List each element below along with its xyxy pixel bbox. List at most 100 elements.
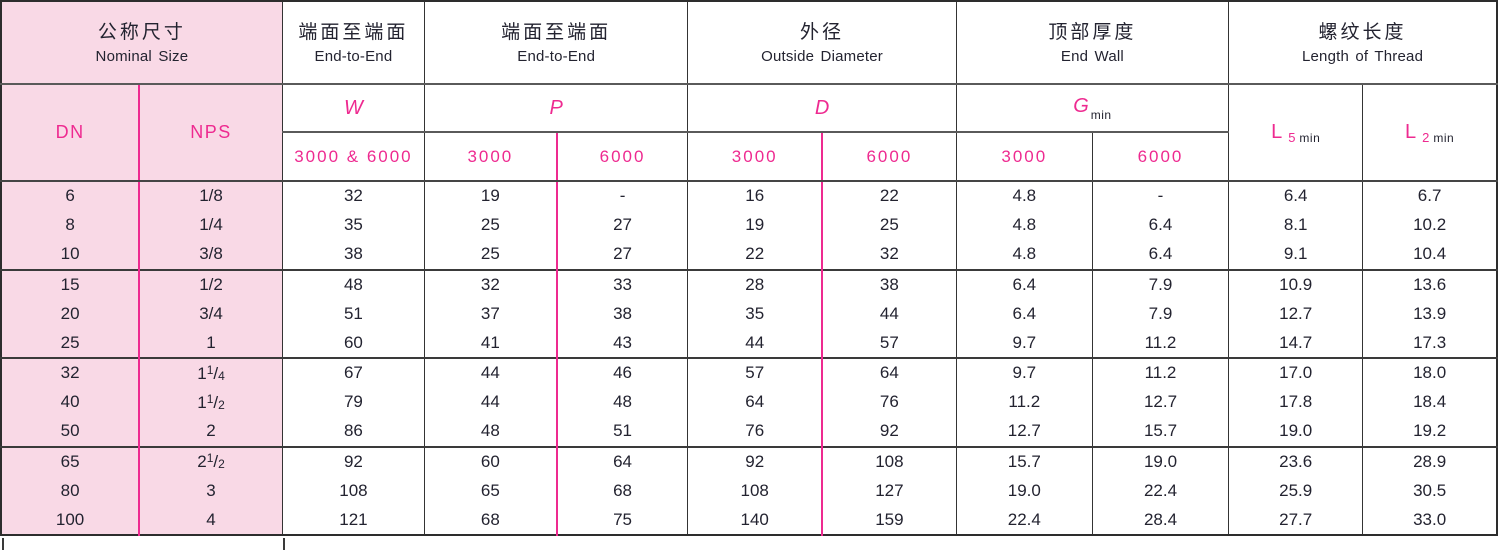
cell-p6000: 75: [555, 505, 689, 535]
cell-dn: 10: [0, 240, 141, 270]
cell-dn: 65: [0, 445, 141, 476]
cell-d3000: 76: [687, 417, 824, 447]
cell-d3000: 57: [687, 357, 824, 388]
header-end-to-end-p: 端面至端面 End-to-End: [424, 1, 689, 85]
cell-p3000: 65: [424, 476, 558, 506]
table-row: 65 21/2 92 60 64 92 108 15.7 19.0 23.6 28.9: [0, 445, 1498, 476]
cell-dn: 6: [0, 181, 141, 211]
cell-nps: 21/2: [138, 445, 283, 476]
cell-p3000: 44: [424, 357, 558, 388]
table-row: 6 1/8 32 19-16 22 4.8-6.4 6.7: [0, 181, 1498, 211]
cell-p3000: 25: [424, 210, 558, 240]
cell-p6000: 43: [555, 328, 689, 358]
cell-l5: 8.1: [1228, 210, 1364, 240]
cell-w: 67: [281, 357, 426, 388]
table-row: 20 3/4 51 37 38 35 44 6.4 7.9 12.7 13.9: [0, 299, 1498, 329]
cell-nps: 2: [138, 417, 283, 447]
column-header-p: P: [424, 84, 689, 133]
cell-p6000: 27: [555, 210, 689, 240]
cell-p6000: 64: [555, 445, 689, 476]
cell-l2: 18.4: [1362, 387, 1498, 417]
cell-p3000: 37: [424, 299, 558, 329]
cell-l5: 17.0: [1228, 357, 1364, 388]
header-group-row: 公称尺寸 Nominal Size 端面至端面 End-to-End 端面至端面…: [0, 1, 1498, 85]
header-outside-diameter: 外径 Outside Diameter: [687, 1, 957, 85]
cell-p6000: 27: [555, 240, 689, 270]
header-class-row: 3000 & 6000 3000 6000 3000 6000 3000 600…: [1, 132, 1497, 182]
cell-g6000: 7.9: [1091, 268, 1230, 299]
cell-g3000: 15.7: [955, 445, 1093, 476]
cell-g3000: 12.7: [955, 417, 1093, 447]
cell-w: 51: [281, 299, 426, 329]
cell-w: 92: [281, 445, 426, 476]
class-header-d6000: 6000: [821, 132, 957, 182]
cell-l5: 19.0: [1228, 417, 1364, 447]
cell-p6000: 48: [555, 387, 689, 417]
cell-l5: 12.7: [1228, 299, 1364, 329]
cell-w: 121: [281, 505, 426, 535]
header-outside-diameter-en: Outside Diameter: [761, 47, 883, 65]
cell-g6000: 7.9: [1091, 299, 1230, 329]
header-outside-diameter-zh: 外径: [800, 22, 845, 44]
cell-p3000: 60: [424, 445, 558, 476]
cell-l2: 19.2: [1362, 417, 1498, 447]
table-row: 32 11/4 67 44 46 57 64 9.7 11.2 17.0 18.0: [0, 357, 1498, 388]
cell-w: 79: [281, 387, 426, 417]
class-header-p3000: 3000: [424, 132, 558, 182]
header-nominal-size: 公称尺寸 Nominal Size: [0, 1, 283, 85]
header-length-of-thread-zh: 螺纹长度: [1318, 22, 1407, 44]
header-end-to-end-p-en: End-to-End: [517, 47, 596, 65]
cell-d6000: 25: [821, 210, 957, 240]
table-row: 15 1/2 48 32 33 28 38 6.4 7.9 10.9 13.6: [0, 268, 1498, 299]
cell-nps: 1/2: [138, 268, 283, 299]
cell-l2: 10.2: [1362, 210, 1498, 240]
cell-d6000: 92: [821, 417, 957, 447]
table-continuation-column-border: [283, 538, 285, 550]
header-nominal-size-en: Nominal Size: [95, 47, 189, 65]
cell-dn: 15: [0, 268, 141, 299]
cell-d3000: 44: [687, 328, 824, 358]
table-row: 8 1/4 35 25 27 19 25 4.8 6.4 8.1 10.2: [0, 210, 1498, 240]
cell-l5: 14.7: [1228, 328, 1364, 358]
header-end-wall-zh: 顶部厚度: [1048, 22, 1137, 44]
cell-d3000: 19: [687, 210, 824, 240]
cell-g3000: 9.7: [955, 357, 1093, 388]
cell-nps: 11/2: [138, 387, 283, 417]
table-row: 40 11/2 79 44 48 64 76 11.2 12.7 17.8 18.4: [0, 387, 1498, 417]
cell-nps: 1: [138, 328, 283, 358]
header-end-to-end-w: 端面至端面 End-to-End: [281, 1, 426, 85]
cell-dn: 8: [0, 210, 141, 240]
cell-p3000: 41: [424, 328, 558, 358]
cell-nps: 11/4: [138, 357, 283, 388]
header-end-to-end-w-en: End-to-End: [314, 47, 393, 65]
cell-p3000: 25: [424, 240, 558, 270]
cell-w: 38: [281, 240, 426, 270]
cell-d3000: 35: [687, 299, 824, 329]
cell-d3000: 16: [687, 181, 824, 211]
table-continuation-left-border: [2, 538, 4, 550]
cell-d6000: 32: [821, 240, 957, 270]
cell-w: 86: [281, 417, 426, 447]
header-length-of-thread-en: Length of Thread: [1301, 47, 1424, 65]
cell-d6000: 108: [821, 445, 957, 476]
cell-p3000: 44: [424, 387, 558, 417]
cell-w: 48: [281, 268, 426, 299]
column-header-l2-min: L 2 min: [1362, 84, 1498, 182]
cell-p6000: 51: [555, 417, 689, 447]
cell-w: 60: [281, 328, 426, 358]
cell-g6000: 11.2: [1091, 357, 1230, 388]
cell-g3000: 19.0: [955, 476, 1093, 506]
cell-p6000: 68: [555, 476, 689, 506]
header-end-wall: 顶部厚度 End Wall: [955, 1, 1230, 85]
cell-w: 35: [281, 210, 426, 240]
cell-l5: 9.1: [1228, 240, 1364, 270]
table-header: 公称尺寸 Nominal Size 端面至端面 End-to-End 端面至端面…: [0, 1, 1498, 182]
cell-g6000: 6.4: [1091, 240, 1230, 270]
cell-d6000: 44: [821, 299, 957, 329]
cell-l2: 18.0: [1362, 357, 1498, 388]
cell-l5: 10.9: [1228, 268, 1364, 299]
cell-p6000: 46: [555, 357, 689, 388]
cell-dn: 25: [0, 328, 141, 358]
